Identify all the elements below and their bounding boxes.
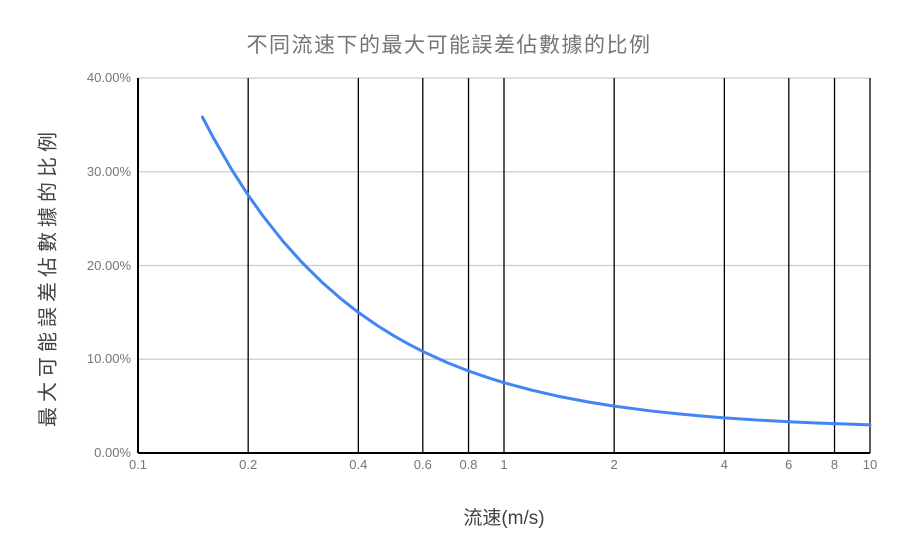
x-tick-label: 4	[720, 457, 728, 472]
x-axis-title: 流速(m/s)	[463, 508, 545, 529]
data-series-line	[200, 115, 872, 427]
x-tick-label: 10	[862, 457, 878, 472]
x-tick-label: 0.6	[413, 457, 432, 472]
x-tick-label: 0.1	[128, 457, 148, 472]
y-tick-label: 40.00%	[86, 70, 131, 85]
y-tick-label: 30.00%	[86, 163, 131, 179]
y-tick-label: 0.00%	[94, 445, 131, 460]
x-tick-label: 6	[785, 457, 793, 472]
x-tick-label: 2	[610, 457, 618, 472]
x-tick-label: 0.8	[459, 457, 478, 472]
y-tick-label: 20.00%	[86, 257, 131, 273]
x-tick-label: 0.4	[349, 457, 368, 472]
x-tick-label: 0.2	[239, 457, 258, 472]
x-tick-label: 8	[830, 457, 839, 472]
chart-title: 不同流速下的最大可能誤差佔數據的比例	[246, 34, 652, 57]
y-tick-label: 10.00%	[86, 351, 131, 367]
x-tick-label: 1	[500, 457, 508, 472]
